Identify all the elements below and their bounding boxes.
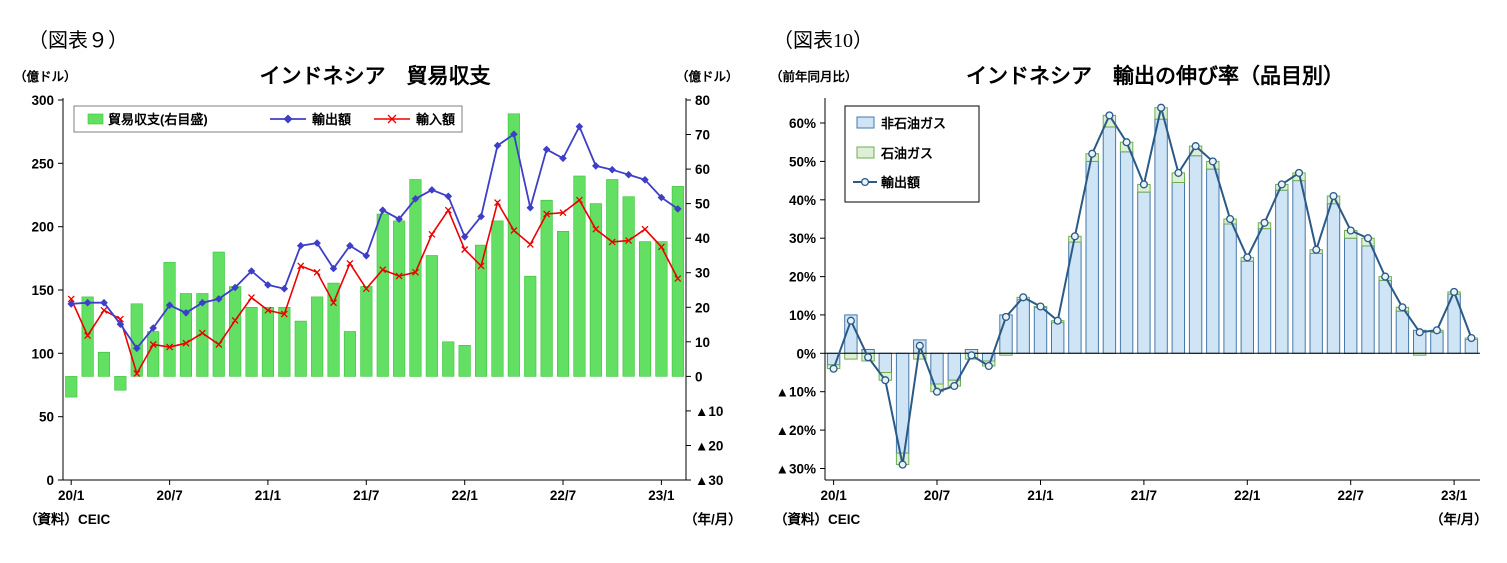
trade-balance-chart: 30025020015010050080706050403020100▲10▲2… [31,93,723,503]
svg-text:22/1: 22/1 [452,488,479,503]
svg-text:50%: 50% [789,154,816,169]
svg-text:▲10: ▲10 [695,404,723,419]
svg-text:非石油ガス: 非石油ガス [881,116,946,131]
svg-text:150: 150 [31,283,54,298]
svg-text:21/7: 21/7 [353,488,379,503]
figure10-caption: （図表10） [773,30,873,52]
svg-text:貿易収支(右目盛): 貿易収支(右目盛) [108,112,208,127]
svg-text:▲30: ▲30 [695,473,723,488]
figure9-caption: （図表９） [28,30,128,52]
svg-text:輸出額: 輸出額 [312,112,351,127]
svg-text:20/7: 20/7 [156,488,182,503]
exports-line [67,122,682,353]
export-growth-line [829,103,1476,469]
figure10-title: インドネシア 輸出の伸び率（品目別） [966,65,1344,88]
svg-text:20/7: 20/7 [924,488,950,503]
svg-text:200: 200 [31,220,54,235]
svg-text:10: 10 [695,335,710,350]
svg-text:▲20: ▲20 [695,439,723,454]
figure9-right-axis-unit: （億ドル） [676,70,739,84]
legend-swatch-trade-balance [87,113,104,125]
figure9-source: （資料）CEIC [24,512,111,527]
figure9-title: インドネシア 貿易収支 [259,65,491,88]
svg-text:80: 80 [695,93,710,108]
svg-text:20%: 20% [789,270,816,285]
legend-marker-exports [860,177,870,187]
svg-text:30%: 30% [789,231,816,246]
svg-text:50: 50 [695,197,710,212]
axes [820,98,1480,485]
imports-line [67,196,682,378]
tick-labels: 60% 50% 40% 30% 20% 10% 0% ▲10% ▲20% ▲30% 20/1 20/7… [776,116,1468,503]
export-growth-chart: 60% 50% 40% 30% 20% 10% 0% ▲10% ▲20% ▲30% 20/1 20/7… [776,98,1480,503]
svg-text:20: 20 [695,300,710,315]
svg-text:40%: 40% [789,193,816,208]
svg-text:23/1: 23/1 [1441,488,1468,503]
svg-text:40: 40 [695,231,710,246]
svg-text:▲10%: ▲10% [776,385,816,400]
legend-swatch-non-oil-gas [856,116,875,129]
svg-text:0: 0 [695,369,703,384]
figure10-source: （資料）CEIC [774,512,861,527]
axes [58,98,691,485]
svg-text:20/1: 20/1 [58,488,85,503]
figure9-xaxis-unit: （年/月） [684,512,742,527]
svg-text:21/1: 21/1 [1027,488,1054,503]
legend-swatch-oil-gas [856,146,875,159]
svg-text:20/1: 20/1 [820,488,847,503]
svg-text:30: 30 [695,266,710,281]
svg-text:0%: 0% [796,346,816,361]
svg-text:輸入額: 輸入額 [416,112,455,127]
svg-text:60%: 60% [789,116,816,131]
svg-text:22/7: 22/7 [1338,488,1364,503]
legend: 貿易収支(右目盛) 輸出額 輸入額 [73,105,463,133]
legend-marker-imports [387,114,397,124]
figure9-left-axis-unit: （億ドル） [14,70,77,84]
svg-text:22/7: 22/7 [550,488,576,503]
svg-text:70: 70 [695,128,710,143]
svg-text:23/1: 23/1 [648,488,675,503]
figure10-xaxis-unit: （年/月） [1430,512,1488,527]
svg-text:石油ガス: 石油ガス [880,146,933,161]
svg-text:60: 60 [695,162,710,177]
svg-text:50: 50 [39,410,54,425]
svg-text:▲30%: ▲30% [776,462,816,477]
tick-labels: 30025020015010050080706050403020100▲10▲2… [31,93,723,503]
svg-text:300: 300 [31,93,54,108]
svg-text:▲20%: ▲20% [776,423,816,438]
svg-text:22/1: 22/1 [1234,488,1261,503]
svg-text:10%: 10% [789,308,816,323]
svg-text:250: 250 [31,156,54,171]
svg-text:21/7: 21/7 [1131,488,1157,503]
svg-text:0: 0 [46,473,54,488]
legend-marker-exports [283,114,293,124]
svg-text:21/1: 21/1 [255,488,282,503]
figure10-axis-unit: （前年同月比） [770,70,858,84]
svg-text:100: 100 [31,346,54,361]
svg-text:輸出額: 輸出額 [881,175,920,190]
